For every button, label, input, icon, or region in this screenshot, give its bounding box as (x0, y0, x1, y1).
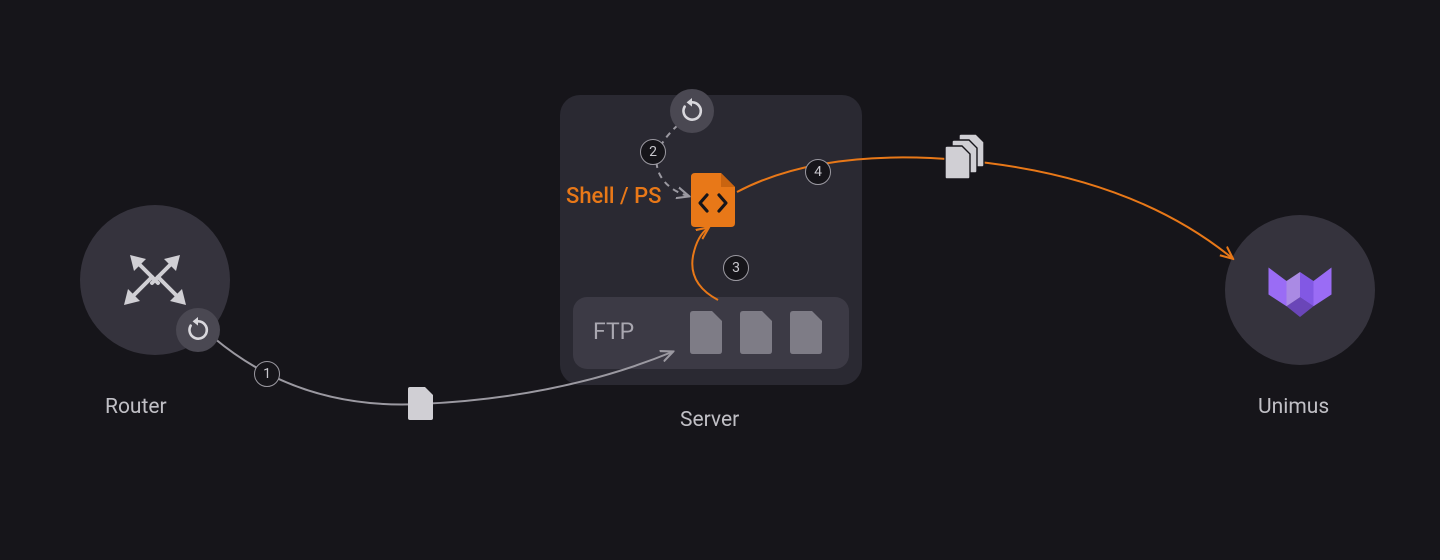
unimus-label: Unimus (1258, 395, 1329, 419)
refresh-badge-server (670, 89, 714, 133)
step-badge-3: 3 (723, 255, 749, 281)
refresh-icon (185, 317, 211, 343)
shell-ps-label: Shell / PS (566, 184, 661, 209)
edge4-files-icon (945, 134, 984, 179)
ftp-label: FTP (593, 318, 634, 345)
step-badge-1: 1 (254, 361, 280, 387)
step-badge-4: 4 (805, 159, 831, 185)
server-label: Server (680, 408, 739, 432)
step-number: 1 (263, 366, 271, 382)
unimus-node (1225, 215, 1375, 365)
refresh-icon (679, 98, 705, 124)
step-number: 3 (732, 260, 740, 276)
step-number: 2 (649, 144, 657, 160)
step-number: 4 (814, 164, 822, 180)
step-badge-2: 2 (640, 139, 666, 165)
refresh-badge-router (176, 308, 220, 352)
edge1-file-icon (408, 387, 433, 420)
router-label: Router (105, 395, 167, 419)
unimus-logo-icon (1255, 245, 1345, 335)
diagram-canvas: 1 2 3 4 Router Server Unimus FTP Shell /… (0, 0, 1440, 560)
